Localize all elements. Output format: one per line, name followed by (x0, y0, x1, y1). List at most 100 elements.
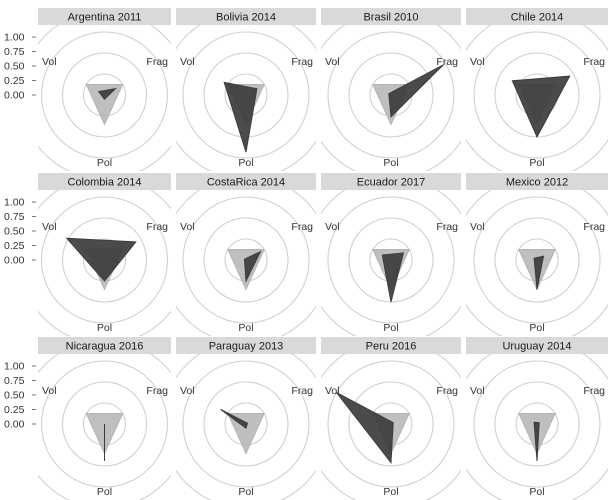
axis-label-vol: Vol (325, 56, 340, 68)
panel-plot-area (466, 25, 608, 171)
panel-ecuador-2017: Ecuador 2017 Vol Frag Pol (321, 173, 461, 336)
grid-ring (348, 52, 434, 138)
radial-tick-label: 0.00 (4, 419, 25, 431)
axis-label-pol: Pol (383, 486, 398, 498)
grid-ring (473, 31, 601, 159)
country-polygon (243, 250, 262, 283)
panel-colombia-2014: Colombia 2014 Vol Frag Pol (38, 173, 171, 336)
axis-label-vol: Vol (325, 221, 340, 233)
grid-ring (182, 360, 310, 488)
grid-ring (327, 196, 455, 324)
axis-label-frag: Frag (146, 56, 168, 68)
axis-label-frag: Frag (583, 385, 605, 397)
grid-ring (61, 52, 148, 138)
radial-tick-label: 1.00 (4, 32, 25, 44)
grid-ring (40, 196, 169, 324)
grid-ring (348, 381, 434, 467)
panel-plot-area (466, 190, 608, 336)
panel-title: Argentina 2011 (68, 12, 142, 24)
axis-label-vol: Vol (180, 221, 195, 233)
panel-title: Colombia 2014 (68, 177, 142, 189)
grid-ring (182, 31, 310, 159)
radial-tick-label: 0.00 (4, 255, 25, 267)
panel-strip (466, 8, 608, 25)
panel-strip (176, 8, 316, 25)
axis-label-vol: Vol (470, 221, 485, 233)
axis-label-frag: Frag (146, 221, 168, 233)
axis-label-frag: Frag (583, 56, 605, 68)
grid-ring (494, 217, 580, 303)
axis-label-vol: Vol (42, 385, 57, 397)
grid-ring (203, 217, 289, 303)
axis-label-pol: Pol (529, 486, 544, 498)
axis-label-frag: Frag (436, 221, 458, 233)
panel-plot-area (321, 354, 461, 500)
country-polygon (381, 252, 405, 303)
radial-tick-label: 0.25 (4, 240, 25, 252)
panel-title: Bolivia 2014 (216, 12, 276, 24)
panel-strip (176, 173, 316, 190)
panel-strip (466, 173, 608, 190)
panel-peru-2016: Peru 2016 Vol Frag Pol (321, 337, 461, 500)
country-polygon (533, 255, 545, 290)
grid-ring (61, 217, 148, 303)
grid-ring (494, 381, 580, 467)
panel-costarica-2014: CostaRica 2014 Vol Frag Pol (176, 173, 316, 336)
axis-label-vol: Vol (42, 56, 57, 68)
panel-title: Uruguay 2014 (502, 341, 571, 353)
panel-mexico-2012: Mexico 2012 Vol Frag Pol (466, 173, 608, 336)
panel-plot-area (176, 354, 316, 500)
axis-label-pol: Pol (383, 322, 398, 334)
reference-polygon (85, 84, 124, 126)
panel-plot-area (176, 190, 316, 336)
radial-tick-label: 0.00 (4, 90, 25, 102)
panel-title: Peru 2016 (366, 341, 417, 353)
axis-label-frag: Frag (291, 221, 313, 233)
panel-strip (38, 8, 171, 25)
panel-title: Paraguay 2013 (209, 341, 284, 353)
axis-label-frag: Frag (583, 221, 605, 233)
radial-tick-label: 1.00 (4, 361, 25, 373)
country-polygon (336, 392, 394, 464)
panel-title: Nicaragua 2016 (66, 341, 144, 353)
axis-label-frag: Frag (146, 385, 168, 397)
panel-plot-area (466, 354, 608, 500)
panel-plot-area (38, 190, 171, 336)
grid-ring (473, 360, 601, 488)
radial-tick-label: 0.25 (4, 404, 25, 416)
country-polygon (223, 81, 258, 153)
axis-label-pol: Pol (383, 157, 398, 169)
axis-label-frag: Frag (291, 385, 313, 397)
grid-ring (327, 31, 455, 159)
panel-nicaragua-2016: Nicaragua 2016 Vol Frag Pol (38, 337, 171, 500)
axis-label-pol: Pol (238, 157, 253, 169)
panel-uruguay-2014: Uruguay 2014 Vol Frag Pol (466, 337, 608, 500)
country-polygon (511, 75, 571, 139)
radial-tick-label: 0.75 (4, 211, 25, 223)
axis-label-pol: Pol (238, 486, 253, 498)
axis-label-vol: Vol (470, 56, 485, 68)
country-polygon (533, 421, 540, 462)
panel-strip (38, 337, 171, 354)
axis-label-pol: Pol (97, 486, 112, 498)
radial-tick-label: 0.50 (4, 390, 25, 402)
grid-ring (61, 381, 148, 467)
grid-ring (327, 360, 455, 488)
country-polygon (65, 237, 137, 282)
panel-strip (176, 337, 316, 354)
panel-paraguay-2013: Paraguay 2013 Vol Frag Pol (176, 337, 316, 500)
panel-plot-area (321, 190, 461, 336)
axis-label-pol: Pol (529, 157, 544, 169)
grid-ring (40, 360, 169, 488)
panel-strip (321, 337, 461, 354)
axis-label-vol: Vol (180, 56, 195, 68)
panel-title: CostaRica 2014 (207, 177, 285, 189)
radial-tick-label: 0.25 (4, 75, 25, 87)
axis-label-pol: Pol (97, 322, 112, 334)
grid-ring (182, 196, 310, 324)
panel-plot-area (176, 25, 316, 171)
panel-title: Ecuador 2017 (357, 177, 426, 189)
country-polygon (97, 87, 117, 100)
grid-ring (473, 196, 601, 324)
